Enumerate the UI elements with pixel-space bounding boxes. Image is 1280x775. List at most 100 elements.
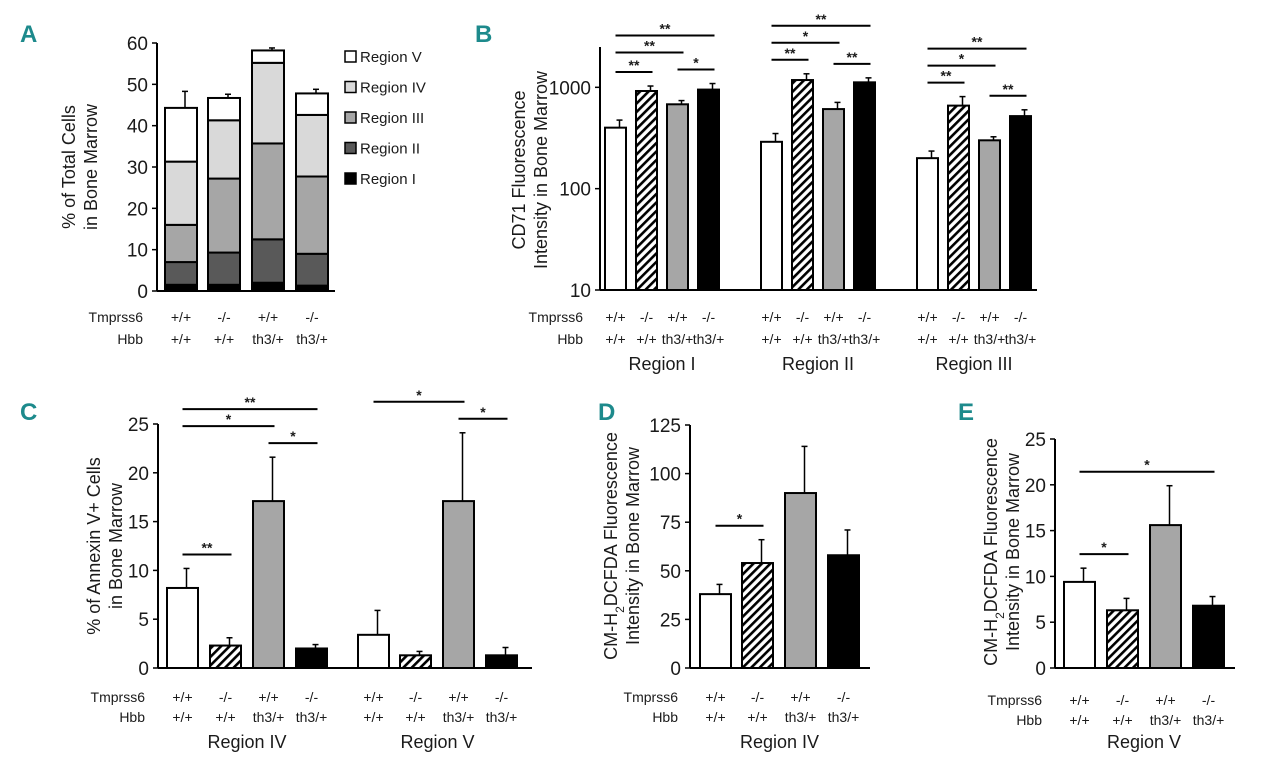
significance-label: * [480,404,486,420]
bar-segment [164,106,198,163]
y-axis-title-part: DCFDA Fluorescence [601,432,621,606]
bar-segment [295,252,329,287]
genotype-tmprss6: -/- [495,689,509,705]
genotype-tmprss6: +/+ [705,689,725,705]
genotype-hbb: th3/+ [974,331,1006,347]
row-label-tmprss6: Tmprss6 [89,309,144,325]
genotype-hbb: th3/+ [1005,331,1037,347]
genotype-tmprss6: +/+ [171,309,191,325]
bar [741,562,774,669]
bar-segment [295,175,329,255]
group-label: Region III [935,354,1012,374]
genotype-hbb: th3/+ [693,331,725,347]
y-axis-title-line: CM-H2DCFDA Fluorescence [981,438,1007,666]
bar [209,644,242,670]
genotype-hbb: +/+ [363,709,383,725]
significance-label: ** [941,68,952,84]
y-tick-label: 25 [1025,430,1046,451]
significance-label: * [693,55,699,71]
bar-segment [251,49,285,64]
genotype-tmprss6: +/+ [448,689,468,705]
bar [399,654,432,670]
bar-segment [207,251,241,286]
y-tick-label: 75 [660,513,681,534]
genotype-tmprss6: +/+ [823,309,843,325]
significance-label: * [290,428,296,444]
genotype-tmprss6: -/- [1116,692,1130,708]
y-axis-title-part: DCFDA Fluorescence [981,438,1001,612]
genotype-hbb: +/+ [605,331,625,347]
y-tick-label: 50 [660,562,681,583]
bar-segment [207,96,241,122]
y-axis-title-subscript: 2 [993,612,1007,619]
bar-segment [207,177,241,254]
y-axis-title-line: Intensity in Bone Marrow [1003,452,1023,651]
panel-letter: D [598,399,615,426]
genotype-hbb: +/+ [747,709,767,725]
group-label: Region V [1107,732,1181,752]
y-tick-label: 0 [137,282,148,303]
y-axis-title-line: % of Total Cells [59,105,79,229]
row-label-hbb: Hbb [119,709,145,725]
genotype-hbb: th3/+ [296,331,328,347]
bar [252,500,285,669]
genotype-hbb: th3/+ [1150,712,1182,728]
significance-label: ** [245,394,256,410]
y-tick-label: 0 [1035,659,1046,680]
y-tick-label: 15 [128,513,149,534]
y-axis-title-line: CD71 Fluorescence [509,90,529,249]
genotype-tmprss6: -/- [1202,692,1216,708]
genotype-hbb: +/+ [171,331,191,347]
y-tick-label: 0 [670,659,681,680]
y-axis-title-part: CM-H [601,613,621,660]
significance-label: * [803,28,809,44]
genotype-hbb: th3/+ [818,331,850,347]
genotype-hbb: th3/+ [1193,712,1225,728]
panel-letter: A [20,21,37,48]
genotype-tmprss6: -/- [1014,309,1028,325]
y-axis-title: CM-H2DCFDA Fluorescence Intensity in Bone… [981,438,1023,666]
y-axis-title: CD71 Fluorescence Intensity in Bone Marro… [509,70,551,269]
y-tick-label: 15 [1025,522,1046,543]
group-label: Region IV [740,732,819,752]
bar-segment [251,142,285,241]
bar [827,554,860,669]
genotype-hbb: +/+ [1112,712,1132,728]
significance-label: ** [629,57,640,73]
significance-label: ** [202,539,213,555]
y-axis-title-subscript: 2 [613,606,627,613]
genotype-tmprss6: +/+ [363,689,383,705]
bar [1192,604,1225,669]
genotype-hbb: th3/+ [253,709,285,725]
genotype-tmprss6: +/+ [258,309,278,325]
y-axis-title: CM-H2DCFDA Fluorescence Intensity in Bone… [601,432,643,660]
genotype-hbb: +/+ [636,331,656,347]
genotype-hbb: +/+ [214,331,234,347]
bar-segment [207,119,241,180]
genotype-tmprss6: -/- [837,689,851,705]
significance-label: * [1101,539,1107,555]
legend-label: Region V [360,49,422,66]
legend-swatch [344,172,357,185]
genotype-tmprss6: -/- [858,309,872,325]
genotype-tmprss6: +/+ [761,309,781,325]
y-tick-label: 40 [127,117,148,138]
y-tick-label: 20 [1025,476,1046,497]
panel-letter: B [475,21,492,48]
genotype-tmprss6: +/+ [790,689,810,705]
y-axis-title-line: % of Annexin V+ Cells [84,457,104,635]
y-axis-title-line: CM-H2DCFDA Fluorescence [601,432,627,660]
y-tick-label: 5 [1035,613,1046,634]
legend-label: Region I [360,171,416,188]
bar [916,157,939,291]
y-tick-label: 25 [128,415,149,436]
bar [699,593,732,669]
bar [1149,524,1182,669]
genotype-tmprss6: -/- [751,689,765,705]
bar-segment [164,160,198,226]
row-label-tmprss6: Tmprss6 [624,689,679,705]
significance-label: * [959,51,965,67]
